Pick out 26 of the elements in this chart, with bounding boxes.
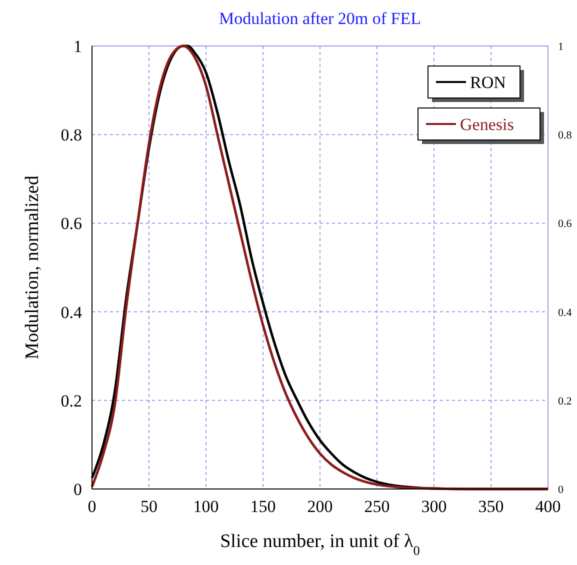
y-tick-label: 0.8 [60,126,82,145]
x-tick-label: 300 [421,497,447,516]
x-tick-label: 0 [88,497,96,516]
y-tick-label: 1 [74,37,82,56]
y2-tick-label: 1 [558,41,564,53]
y-tick-label: 0.2 [60,391,82,410]
x-tick-label: 150 [250,497,276,516]
y2-tick-label: 0.4 [558,306,572,319]
y2-tick-label: 0 [558,484,564,496]
y2-tick-label: 0.2 [558,395,572,408]
y-tick-label: 0.6 [60,214,82,234]
x-tick-label: 200 [307,497,333,516]
x-tick-label: 250 [364,497,390,516]
y2-tick-label: 0.6 [558,218,572,230]
x-axis-title: Slice number, in unit of λ$_{0}$ [220,531,420,558]
y-axis-title: Modulation, normalized [22,175,43,360]
chart-title: Modulation after 20m of FEL [218,9,422,28]
legend-label: RON [470,73,506,92]
y-tick-label: 0 [74,480,82,499]
y2-tick-label: 0.8 [558,130,572,142]
x-tick-label: 100 [193,497,219,516]
x-tick-label: 50 [140,497,158,516]
x-tick-label: 350 [478,497,504,516]
legend-label: Genesis [460,115,514,134]
y-tick-label: 0.4 [60,302,82,322]
x-tick-label: 400 [535,497,561,516]
